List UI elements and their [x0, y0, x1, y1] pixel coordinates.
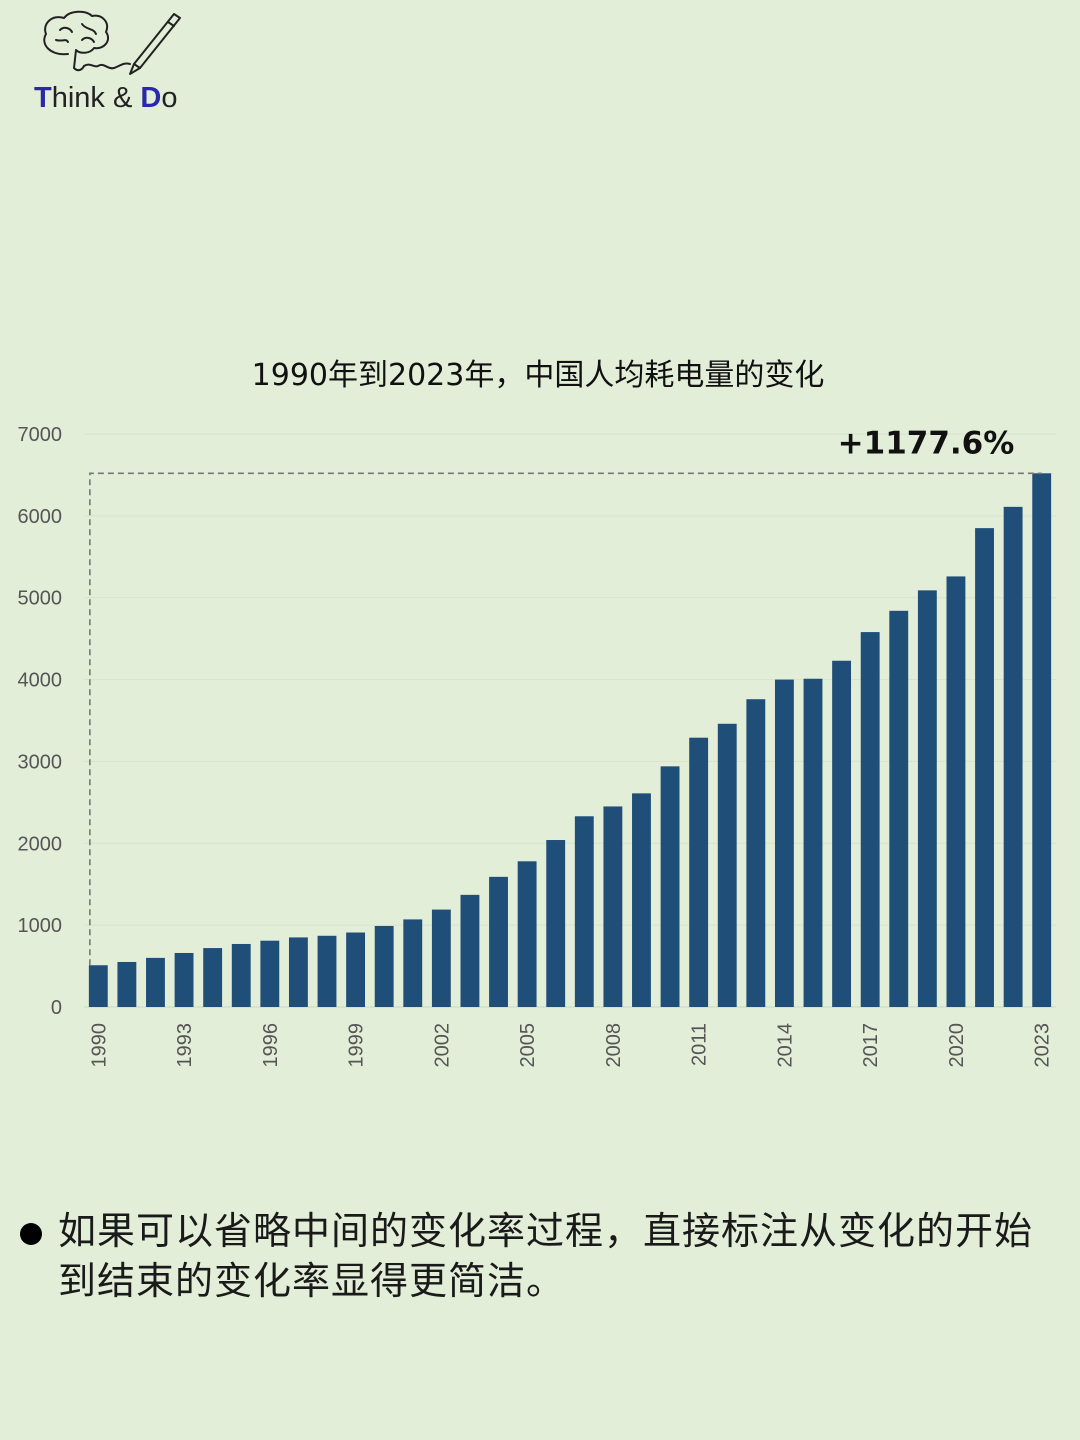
- bar-2004: [489, 876, 508, 1007]
- bar-1998: [317, 935, 337, 1007]
- bar-2013: [746, 699, 766, 1007]
- x-tick-label: 2002: [431, 1023, 453, 1068]
- x-axis-ticks: 1990 1993 1996 1999 2002 2005 2008 2011 2014 2017…: [88, 1023, 1053, 1068]
- bar-2020: [946, 576, 966, 1007]
- note-text: 如果可以省略中间的变化率过程，直接标注从变化的开始到结束的变化率显得更简洁。: [58, 1209, 1034, 1303]
- y-tick-label: 1000: [18, 915, 63, 937]
- bar-2023: [1032, 473, 1052, 1007]
- x-tick-label: 2014: [774, 1023, 796, 1068]
- y-tick-label: 4000: [18, 670, 63, 692]
- bar-1999: [346, 932, 366, 1007]
- gridlines: [84, 433, 1056, 1008]
- x-tick-label: 1996: [260, 1023, 282, 1068]
- bar-2021: [975, 528, 994, 1007]
- bar-2019: [917, 590, 937, 1007]
- y-tick-label: 7000: [18, 424, 63, 446]
- bar-2017: [860, 632, 880, 1007]
- bar-2015: [803, 678, 823, 1007]
- x-tick-label: 2017: [860, 1023, 882, 1068]
- bar-1990: [88, 965, 108, 1007]
- bar-2001: [403, 919, 423, 1007]
- y-axis-ticks: 0 1000 2000 3000 4000 5000 6000 7000: [18, 424, 63, 1019]
- bar-2016: [832, 660, 852, 1007]
- change-annotation: +1177.6%: [89, 425, 1042, 966]
- bar-2000: [374, 925, 394, 1007]
- bar-2014: [774, 679, 794, 1007]
- y-tick-label: 0: [51, 997, 62, 1019]
- x-tick-label: 1999: [346, 1023, 368, 1068]
- x-tick-label: 2011: [689, 1023, 711, 1066]
- bars: [88, 473, 1052, 1007]
- bar-2010: [660, 766, 680, 1007]
- y-tick-label: 5000: [18, 588, 63, 610]
- bar-1993: [174, 952, 194, 1007]
- bar-1997: [288, 937, 308, 1007]
- y-tick-label: 6000: [18, 506, 63, 528]
- brain-pen-icon: [43, 10, 181, 75]
- y-tick-label: 2000: [18, 833, 63, 855]
- bar-2008: [603, 806, 623, 1007]
- change-rate-label: +1177.6%: [838, 425, 1015, 461]
- bar-2007: [574, 816, 594, 1007]
- dashed-bracket: [89, 472, 1042, 966]
- bar-2003: [460, 894, 480, 1007]
- bar-2018: [889, 610, 909, 1007]
- bar-2006: [546, 840, 566, 1007]
- x-tick-label: 2020: [946, 1023, 968, 1068]
- bar-2022: [1003, 506, 1023, 1007]
- bar-chart: 1990年到2023年，中国人均耗电量的变化 0 1000 2000 3000 4000…: [18, 358, 1056, 1068]
- x-tick-label: 2008: [603, 1023, 625, 1068]
- bar-1995: [231, 943, 251, 1007]
- x-tick-label: 2005: [517, 1023, 539, 1068]
- note-bullet: 如果可以省略中间的变化率过程，直接标注从变化的开始到结束的变化率显得更简洁。: [20, 1206, 1060, 1306]
- bar-1992: [146, 957, 165, 1007]
- bar-1996: [260, 940, 280, 1007]
- x-tick-label: 1990: [88, 1023, 110, 1068]
- y-tick-label: 3000: [18, 751, 63, 773]
- bar-2012: [717, 723, 737, 1007]
- logo-text: Think & Do: [34, 82, 178, 114]
- bar-1991: [117, 961, 137, 1007]
- bar-2005: [517, 861, 537, 1007]
- bullet-dot-icon: [20, 1223, 42, 1245]
- x-tick-label: 1993: [174, 1023, 196, 1068]
- x-tick-label: 2023: [1032, 1023, 1054, 1068]
- chart-title: 1990年到2023年，中国人均耗电量的变化: [252, 358, 825, 393]
- think-and-do-logo: Think & Do: [30, 8, 230, 118]
- bar-2002: [431, 909, 451, 1007]
- bar-1994: [203, 948, 223, 1007]
- bar-2011: [689, 737, 709, 1007]
- bar-2009: [632, 793, 651, 1007]
